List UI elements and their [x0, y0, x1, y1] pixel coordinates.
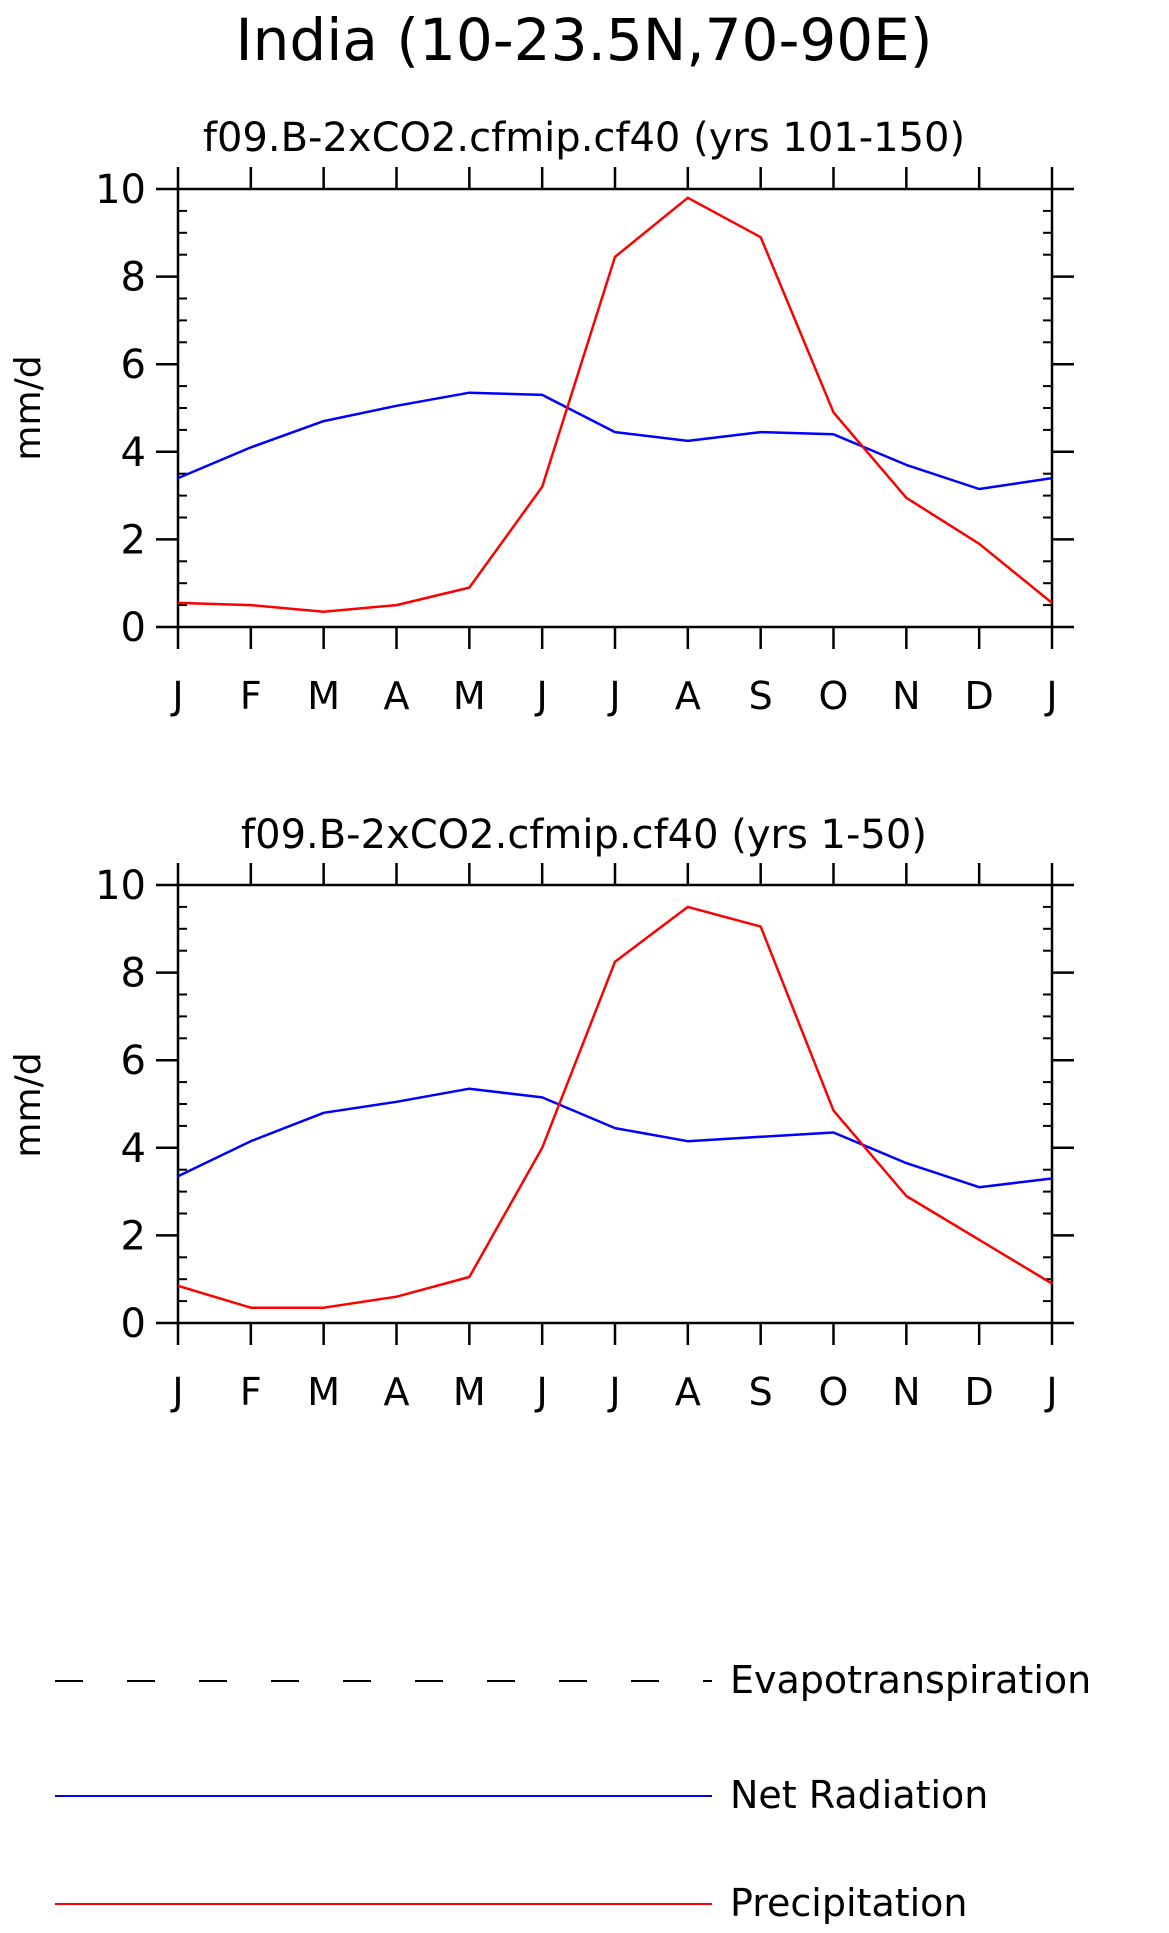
chart-1-y-tick-label-2: 4 — [121, 430, 146, 476]
chart-2-y-tick-label-1: 2 — [121, 1213, 146, 1259]
chart-1-x-tick-label-6: J — [607, 674, 620, 718]
chart-2-x-tick-label-5: J — [535, 1370, 548, 1414]
chart-1-y-axis-label: mm/d — [8, 355, 49, 460]
chart-1-series-line-precipitation — [177, 196, 1053, 613]
chart-2-x-tick-label-8: S — [749, 1370, 773, 1414]
chart-2-series-line-precipitation — [177, 905, 1053, 1309]
chart-2-y-tick-label-5: 10 — [95, 863, 146, 909]
chart-2-x-tick-label-10: N — [892, 1370, 920, 1414]
chart-2-y-tick-label-4: 8 — [121, 951, 146, 997]
chart-1-y-tick-label-3: 6 — [121, 342, 146, 388]
chart-1-y-tick-label-5: 10 — [95, 167, 146, 213]
chart-2-x-tick-label-6: J — [607, 1370, 620, 1414]
legend-label-net-radiation: Net Radiation — [730, 1773, 988, 1817]
chart-1-x-tick-label-11: D — [965, 674, 994, 718]
chart-2-x-tick-label-4: M — [453, 1370, 486, 1414]
chart-1-x-tick-label-12: J — [1044, 674, 1057, 718]
chart-1-x-tick-label-0: J — [170, 674, 183, 718]
chart-2-x-tick-label-12: J — [1044, 1370, 1057, 1414]
chart-1-x-tick-label-8: S — [749, 674, 773, 718]
legend: Evapotranspiration Net Radiation Precipi… — [55, 1658, 1091, 1925]
chart-1-x-tick-label-9: O — [819, 674, 849, 718]
chart-2-y-tick-label-3: 6 — [121, 1038, 146, 1084]
chart-1-x-tick-label-2: M — [307, 674, 340, 718]
chart-1-x-tick-label-4: M — [453, 674, 486, 718]
chart-1-series-line-net-radiation — [177, 391, 1053, 491]
legend-label-evapotranspiration: Evapotranspiration — [730, 1658, 1091, 1702]
chart-2-x-tick-label-11: D — [965, 1370, 994, 1414]
legend-label-precipitation: Precipitation — [730, 1881, 968, 1925]
chart-1-x-tick-label-1: F — [240, 674, 262, 718]
chart-2-y-axis-label: mm/d — [8, 1052, 49, 1157]
chart-1-y-tick-label-1: 2 — [121, 517, 146, 563]
chart-panel-2: f09.B-2xCO2.cfmip.cf40 (yrs 1-50) mm/d J… — [8, 812, 1074, 1414]
chart-2-y-tick-label-2: 4 — [121, 1126, 146, 1172]
chart-2-x-tick-label-7: A — [675, 1370, 701, 1414]
chart-2-x-tick-label-1: F — [240, 1370, 262, 1414]
chart-2-title: f09.B-2xCO2.cfmip.cf40 (yrs 1-50) — [241, 812, 927, 858]
chart-2-y-tick-label-0: 0 — [121, 1301, 146, 1347]
chart-1-y-tick-label-0: 0 — [121, 605, 146, 651]
chart-1-title: f09.B-2xCO2.cfmip.cf40 (yrs 101-150) — [203, 115, 965, 161]
chart-2-x-tick-label-0: J — [170, 1370, 183, 1414]
chart-2-series-line-net-radiation — [177, 1087, 1053, 1189]
chart-2-x-tick-label-3: A — [384, 1370, 410, 1414]
figure-title: India (10-23.5N,70-90E) — [236, 6, 933, 74]
chart-1-x-tick-label-7: A — [675, 674, 701, 718]
chart-1-x-tick-label-5: J — [535, 674, 548, 718]
chart-1-x-tick-label-10: N — [892, 674, 920, 718]
chart-1-x-tick-label-3: A — [384, 674, 410, 718]
chart-panel-1: f09.B-2xCO2.cfmip.cf40 (yrs 101-150) mm/… — [8, 115, 1074, 718]
chart-2-x-tick-label-9: O — [819, 1370, 849, 1414]
chart-2-x-tick-label-2: M — [307, 1370, 340, 1414]
chart-1-y-tick-label-4: 8 — [121, 255, 146, 301]
